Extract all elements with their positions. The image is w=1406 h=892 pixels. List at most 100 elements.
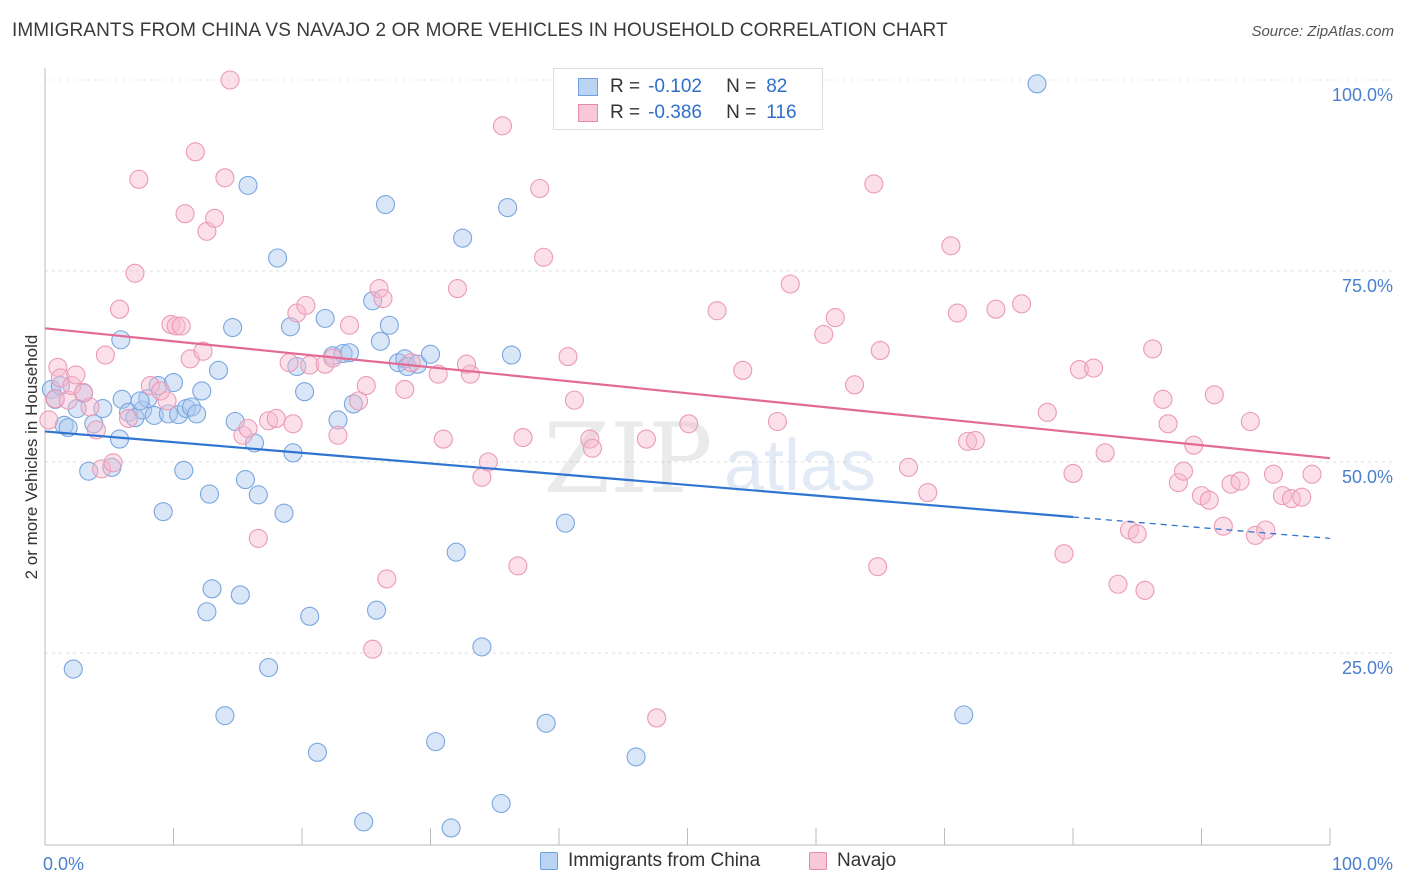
y-tick-label: 75.0% — [1342, 276, 1393, 296]
point-china — [626, 747, 646, 767]
point-china — [130, 391, 150, 411]
point-china — [375, 194, 396, 215]
point-navajo — [433, 429, 453, 449]
point-navajo — [185, 142, 205, 162]
point-navajo — [205, 208, 225, 228]
point-navajo — [958, 431, 978, 451]
y-tick-label: 50.0% — [1342, 467, 1393, 487]
point-navajo — [1063, 463, 1083, 484]
point-china — [197, 602, 217, 622]
trend-line-navajo — [44, 327, 1331, 460]
watermark-atlas: atlas — [724, 426, 876, 506]
point-china — [446, 542, 466, 562]
point-navajo — [508, 556, 528, 576]
point-navajo — [582, 438, 602, 458]
point-navajo — [733, 360, 753, 380]
point-china — [238, 175, 258, 195]
point-navajo — [118, 408, 139, 429]
point-navajo — [460, 364, 480, 384]
point-china — [144, 405, 164, 425]
point-china — [63, 659, 83, 679]
stats-row-navajo: R = -0.386 N = 116 — [578, 100, 797, 126]
point-navajo — [1069, 360, 1089, 380]
point-navajo — [369, 279, 389, 299]
point-navajo — [947, 303, 967, 323]
point-navajo — [1230, 471, 1250, 491]
point-china — [153, 502, 173, 522]
point-china — [202, 579, 222, 599]
legend-swatch-china — [540, 852, 558, 870]
point-navajo — [356, 376, 376, 396]
point-navajo — [1240, 411, 1260, 432]
point-navajo — [377, 569, 397, 589]
point-china — [498, 198, 518, 218]
n-label: N = — [726, 76, 757, 97]
point-china — [199, 484, 220, 504]
point-navajo — [1245, 525, 1266, 545]
point-navajo — [328, 425, 348, 445]
point-china — [1027, 74, 1047, 94]
point-navajo — [898, 457, 919, 477]
point-china — [420, 344, 441, 364]
point-navajo — [109, 299, 130, 319]
legend-item-china[interactable]: Immigrants from China — [540, 850, 760, 872]
point-navajo — [363, 639, 383, 659]
legend-label-navajo: Navajo — [837, 850, 897, 871]
point-navajo — [1054, 544, 1074, 564]
point-navajo — [1168, 473, 1188, 493]
point-navajo — [62, 376, 82, 396]
point-navajo — [513, 428, 533, 448]
point-navajo — [401, 353, 421, 373]
legend-item-navajo[interactable]: Navajo — [809, 850, 896, 872]
grid-lines — [45, 79, 1395, 654]
point-navajo — [564, 390, 584, 410]
point-china — [118, 402, 139, 422]
point-navajo — [1127, 524, 1147, 544]
point-navajo — [780, 274, 800, 294]
r-value: -0.386 — [648, 102, 702, 123]
point-navajo — [140, 376, 160, 396]
point-navajo — [1173, 461, 1194, 481]
point-china — [208, 360, 229, 380]
point-navajo — [868, 557, 888, 577]
point-china — [300, 606, 320, 626]
point-navajo — [248, 528, 268, 548]
point-china — [248, 485, 268, 505]
trend-line-china-extrapolated — [1072, 516, 1331, 540]
legend-label-china: Immigrants from China — [568, 850, 761, 871]
point-navajo — [864, 174, 884, 194]
chart-legend: Immigrants from China Navajo — [0, 850, 1406, 880]
point-navajo — [125, 263, 145, 283]
point-navajo — [1302, 464, 1322, 484]
point-china — [230, 585, 250, 605]
point-china — [274, 503, 294, 523]
point-china — [187, 404, 207, 424]
point-navajo — [1153, 389, 1173, 409]
point-navajo — [296, 295, 316, 315]
point-navajo — [1108, 574, 1128, 594]
point-navajo — [647, 708, 667, 728]
point-navajo — [1158, 414, 1178, 434]
chart-source: Source: ZipAtlas.com — [1251, 23, 1394, 40]
point-china — [268, 248, 288, 268]
point-navajo — [447, 279, 468, 299]
point-navajo — [478, 452, 498, 472]
axis-labels: 25.0% 50.0% 75.0% 100.0% 0.0% 100.0% 2 or more… — [22, 85, 1393, 874]
point-navajo — [825, 308, 845, 328]
point-china — [223, 317, 243, 338]
point-navajo — [870, 340, 890, 361]
point-china — [235, 470, 256, 490]
point-china — [307, 742, 327, 762]
point-china — [111, 330, 131, 350]
point-china — [366, 600, 387, 620]
point-navajo — [129, 169, 149, 189]
watermark: ZIP atlas — [543, 403, 876, 515]
n-label: N = — [726, 102, 757, 123]
axes — [44, 68, 1331, 846]
point-navajo — [266, 408, 286, 429]
navajo-swatch — [578, 104, 598, 122]
point-china — [954, 705, 974, 725]
point-china — [174, 460, 194, 480]
point-navajo — [986, 299, 1006, 319]
